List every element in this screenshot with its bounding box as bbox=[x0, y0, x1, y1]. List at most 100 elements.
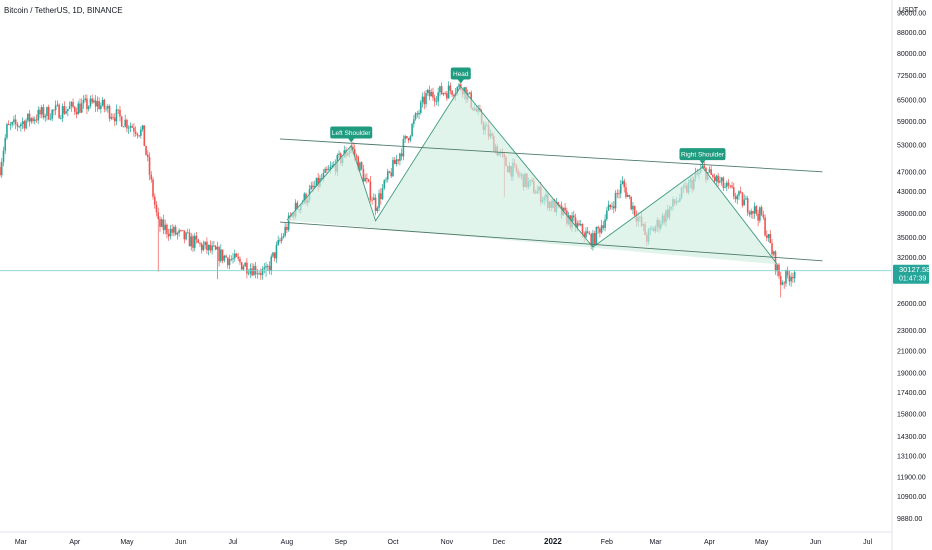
candle-body bbox=[258, 273, 260, 275]
candle-body bbox=[94, 100, 97, 107]
candle-body bbox=[442, 93, 445, 95]
candle-body bbox=[416, 113, 419, 115]
candle-body bbox=[220, 249, 222, 262]
candle-body bbox=[282, 235, 285, 238]
candle-body bbox=[166, 224, 168, 234]
candle-body bbox=[588, 233, 591, 235]
candle-body bbox=[91, 98, 93, 103]
candle-body bbox=[174, 226, 177, 235]
candle-body bbox=[157, 212, 160, 220]
candle-body bbox=[738, 191, 740, 196]
candle-body bbox=[270, 256, 273, 271]
candle-body bbox=[70, 102, 73, 107]
candle-body bbox=[223, 255, 226, 261]
candle-body bbox=[400, 153, 403, 157]
candle-body bbox=[418, 112, 420, 115]
candle-body bbox=[226, 257, 229, 266]
candle-body bbox=[411, 123, 413, 137]
candle-body bbox=[322, 172, 325, 180]
price-tick-label: 39000.00 bbox=[897, 211, 926, 218]
candle-body bbox=[633, 205, 636, 216]
candle-body bbox=[381, 188, 384, 200]
price-tick-label: 23000.00 bbox=[897, 328, 926, 335]
candle-body bbox=[395, 159, 398, 165]
candle-body bbox=[21, 121, 24, 125]
candle-body bbox=[599, 228, 601, 233]
price-tick-label: 10900.00 bbox=[897, 494, 926, 501]
candle-body bbox=[440, 86, 443, 95]
time-axis[interactable]: Mar Apr May Jun Jul Aug Sep Oct Nov Dec 2022 Feb Mar… bbox=[15, 537, 873, 546]
price-tick-label: 35000.00 bbox=[897, 235, 926, 242]
candle-body bbox=[53, 109, 55, 111]
last-price-value: 30127.58 bbox=[899, 265, 930, 274]
candle-body bbox=[715, 175, 718, 182]
candle-body bbox=[33, 119, 36, 122]
candle-body bbox=[376, 207, 379, 212]
candle-body bbox=[383, 180, 386, 189]
candle-body bbox=[419, 102, 422, 113]
candle-body bbox=[313, 186, 316, 188]
candle-body bbox=[585, 231, 587, 238]
candle-body bbox=[240, 262, 243, 270]
candle-body bbox=[719, 181, 721, 183]
candle-body bbox=[432, 91, 434, 98]
candle-body bbox=[604, 219, 606, 228]
candle-body bbox=[200, 243, 203, 251]
candle-body bbox=[47, 107, 50, 120]
candle-body bbox=[273, 252, 276, 259]
candle-body bbox=[113, 117, 116, 122]
price-tick-label: 53000.00 bbox=[897, 143, 926, 150]
candle-body bbox=[557, 202, 559, 205]
candle-body bbox=[16, 123, 19, 127]
candle-body bbox=[254, 266, 257, 275]
candle-body bbox=[592, 233, 594, 247]
candle-body bbox=[421, 96, 424, 103]
candle-body bbox=[586, 231, 589, 234]
price-tick-label: 88000.00 bbox=[897, 30, 926, 37]
candle-body bbox=[131, 126, 133, 128]
candle-body bbox=[708, 169, 711, 173]
price-tick-label: 59000.00 bbox=[897, 119, 926, 126]
candle-body bbox=[729, 185, 732, 187]
candle-body bbox=[746, 198, 749, 213]
candle-body bbox=[167, 233, 170, 237]
candle-body bbox=[369, 181, 372, 200]
candle-body bbox=[355, 155, 358, 157]
candle-body bbox=[263, 267, 266, 269]
candle-body bbox=[247, 273, 250, 275]
candle-body bbox=[235, 253, 238, 257]
candle-body bbox=[183, 230, 186, 240]
candle-body bbox=[762, 215, 765, 218]
candle-body bbox=[145, 146, 147, 155]
time-tick-label: 2022 bbox=[544, 537, 562, 546]
candle-body bbox=[630, 196, 632, 210]
candle-body bbox=[218, 246, 220, 262]
candle-body bbox=[268, 265, 271, 271]
candle-body bbox=[364, 178, 366, 182]
candle-body bbox=[20, 124, 22, 127]
candle-body bbox=[439, 86, 441, 93]
candle-body bbox=[141, 125, 144, 130]
head-and-shoulders-pattern bbox=[279, 85, 823, 265]
candle-body bbox=[731, 185, 733, 188]
candle-body bbox=[124, 119, 126, 127]
candle-body bbox=[261, 268, 264, 275]
candle-body bbox=[333, 164, 335, 166]
pattern-area bbox=[286, 86, 778, 265]
candle-body bbox=[296, 202, 299, 210]
time-tick-label: Nov bbox=[441, 539, 454, 546]
candle-body bbox=[712, 174, 714, 177]
candle-body bbox=[82, 99, 85, 104]
candle-body bbox=[750, 211, 752, 215]
candle-body bbox=[437, 92, 439, 102]
time-tick-label: Aug bbox=[281, 539, 294, 546]
candle-body bbox=[93, 100, 95, 103]
candle-body bbox=[720, 177, 723, 182]
candle-body bbox=[136, 133, 139, 136]
candle-body bbox=[785, 270, 787, 284]
candle-body bbox=[110, 117, 113, 119]
candle-body bbox=[9, 124, 12, 126]
candle-body bbox=[760, 207, 763, 216]
price-tick-label: 96000.00 bbox=[897, 11, 926, 18]
